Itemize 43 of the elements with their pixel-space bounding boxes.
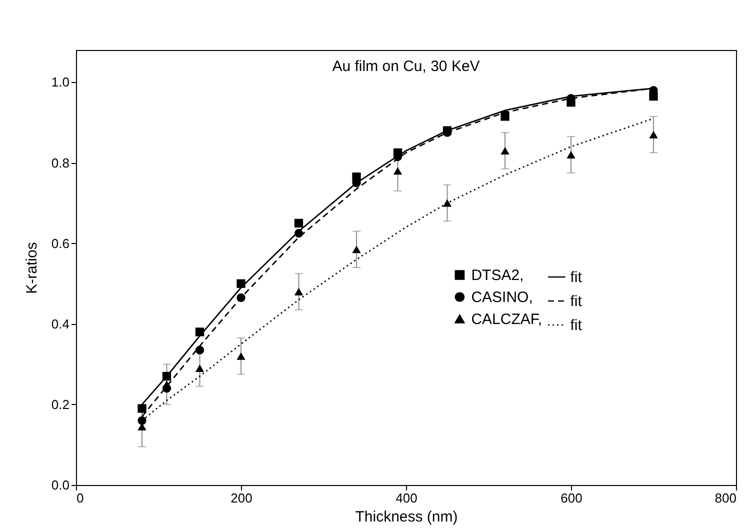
x-tick-label: 800 xyxy=(714,490,736,506)
point xyxy=(294,218,304,228)
x-tick-label: 0 xyxy=(76,490,84,506)
legend-label: CALCZAF, xyxy=(471,311,542,328)
x-axis-title: Thickness (nm) xyxy=(355,508,458,526)
point xyxy=(393,148,402,158)
point xyxy=(195,364,204,372)
point xyxy=(138,404,146,413)
x-tick-label: 400 xyxy=(396,490,418,506)
point xyxy=(162,384,172,393)
x-tick-label: 200 xyxy=(230,490,252,506)
y-tick-label: 0.4 xyxy=(51,316,70,332)
point xyxy=(162,372,172,381)
point xyxy=(138,416,146,425)
legend-label: fit xyxy=(570,293,583,310)
point xyxy=(566,150,576,158)
y-axis-title: K-ratios xyxy=(23,242,40,294)
legend-label: fit xyxy=(570,269,583,286)
point xyxy=(393,167,402,175)
point xyxy=(442,199,452,207)
y-tick-label: 1.0 xyxy=(51,74,70,90)
point xyxy=(294,228,304,238)
y-tick-label: 0.6 xyxy=(51,236,70,251)
point xyxy=(649,92,658,101)
point xyxy=(195,328,204,336)
point xyxy=(294,288,304,296)
y-tick-label: 0.0 xyxy=(51,478,70,492)
y-tick-label: 0.8 xyxy=(51,155,70,170)
point xyxy=(500,146,510,154)
point xyxy=(236,293,246,302)
point xyxy=(566,98,576,107)
legend-label: DTSA2, xyxy=(471,267,524,284)
point xyxy=(236,279,246,288)
point xyxy=(236,352,246,360)
y-tick-label: 0.2 xyxy=(51,396,70,412)
legend-label: fit xyxy=(570,317,583,334)
text: Au film on Cu, 30 KeV xyxy=(332,58,480,75)
point xyxy=(195,346,204,354)
legend-label: CASINO, xyxy=(471,289,533,306)
point xyxy=(352,172,361,182)
point xyxy=(352,246,361,254)
point xyxy=(649,130,658,138)
x-tick-label: 600 xyxy=(560,490,582,506)
